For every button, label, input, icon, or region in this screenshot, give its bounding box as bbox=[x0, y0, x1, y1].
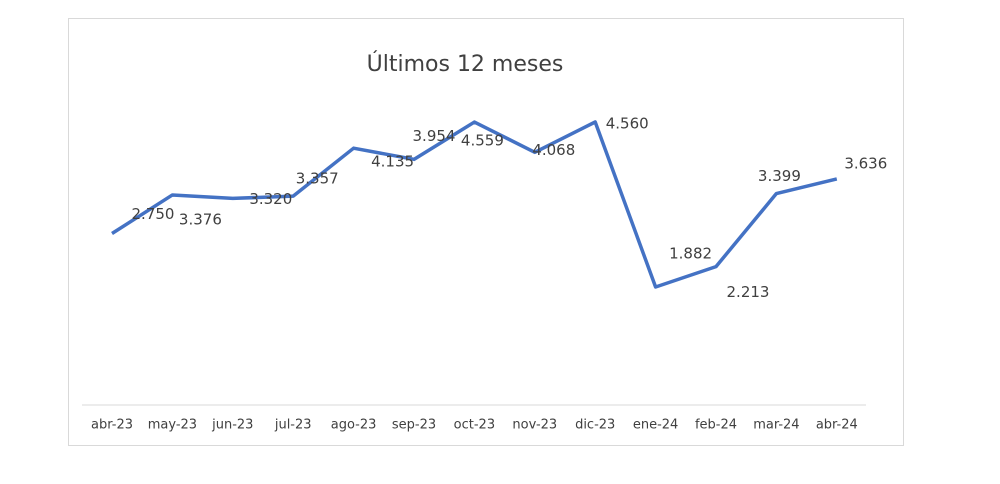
x-tick-label: ago-23 bbox=[331, 418, 377, 433]
data-label: 4.135 bbox=[371, 153, 414, 171]
x-tick-label: oct-23 bbox=[454, 418, 495, 433]
x-tick-label: may-23 bbox=[148, 418, 197, 433]
data-label: 1.882 bbox=[669, 245, 712, 263]
data-label: 4.559 bbox=[461, 132, 504, 150]
x-tick-label: nov-23 bbox=[512, 418, 557, 433]
data-label: 3.357 bbox=[296, 170, 339, 188]
x-tick-label: jul-23 bbox=[274, 418, 312, 433]
x-tick-label: ene-24 bbox=[633, 418, 678, 433]
data-label: 3.954 bbox=[413, 127, 456, 145]
data-label: 3.376 bbox=[179, 210, 222, 228]
x-tick-label: dic-23 bbox=[575, 418, 615, 433]
x-tick-label: mar-24 bbox=[753, 418, 799, 433]
data-label: 3.320 bbox=[249, 190, 292, 208]
chart-title: Últimos 12 meses bbox=[367, 51, 564, 77]
data-label: 4.068 bbox=[532, 141, 575, 159]
data-label: 4.560 bbox=[606, 115, 649, 133]
x-tick-label: jun-23 bbox=[211, 418, 253, 433]
chart-frame bbox=[68, 18, 904, 446]
x-tick-label: feb-24 bbox=[695, 418, 737, 433]
x-tick-label: sep-23 bbox=[392, 418, 436, 433]
data-label: 2.213 bbox=[727, 283, 770, 301]
data-label: 2.750 bbox=[132, 205, 175, 223]
line bbox=[111, 120, 838, 289]
x-tick-label: abr-23 bbox=[91, 418, 133, 433]
data-label: 3.636 bbox=[844, 154, 887, 172]
x-tick-label: abr-24 bbox=[816, 418, 858, 433]
data-label: 3.399 bbox=[758, 167, 801, 185]
